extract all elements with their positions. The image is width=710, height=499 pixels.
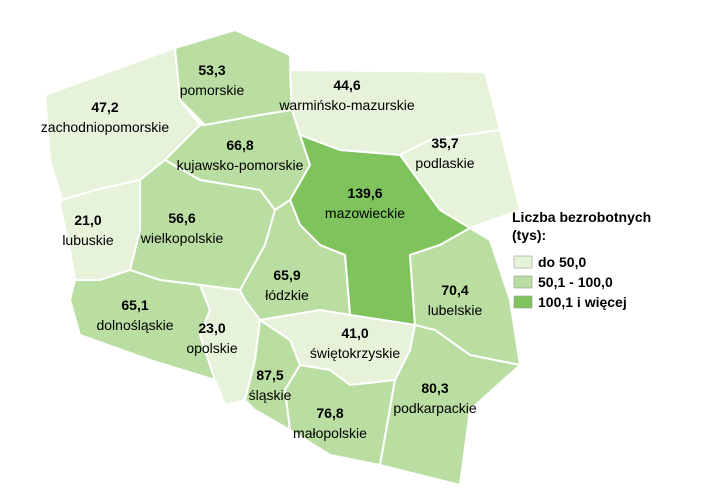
value-label: 41,0 (341, 325, 368, 341)
region-name: zachodniopomorskie (41, 119, 170, 135)
region-name: podlaskie (415, 155, 474, 171)
legend-swatch (513, 275, 533, 289)
region-name: lubuskie (62, 232, 114, 248)
region-name: lubelskie (428, 302, 483, 318)
value-label: 65,9 (273, 267, 300, 283)
legend-title-line: Liczba bezrobotnych (512, 209, 651, 225)
labels: 47,2 zachodniopomorskie 53,3 pomorskie 44,6 w… (41, 62, 483, 441)
legend-label: do 50,0 (538, 254, 586, 270)
value-label: 76,8 (316, 405, 343, 421)
value-label: 80,3 (421, 380, 448, 396)
value-label: 139,6 (347, 185, 382, 201)
value-label: 47,2 (91, 99, 118, 115)
region-name: kujawsko-pomorskie (177, 157, 304, 173)
value-label: 21,0 (74, 212, 101, 228)
region-name: śląskie (249, 387, 292, 403)
value-label: 66,8 (226, 137, 253, 153)
region-name: opolskie (186, 340, 238, 356)
region (378, 323, 523, 487)
value-label: 87,5 (256, 367, 283, 383)
region (173, 28, 294, 127)
value-label: 44,6 (333, 77, 360, 93)
region-name: wielkopolskie (140, 230, 224, 246)
legend-title: Liczba bezrobotnych (tys): (512, 209, 651, 243)
value-label: 65,1 (121, 297, 148, 313)
region-name: łódzkie (265, 287, 309, 303)
value-label: 70,4 (441, 282, 468, 298)
region-name: podkarpackie (393, 400, 476, 416)
region-name: warmińsko-mazurskie (278, 97, 415, 113)
value-label: 23,0 (198, 320, 225, 336)
legend-label: 100,1 i więcej (538, 294, 627, 310)
value-label: 56,6 (168, 210, 195, 226)
region-name: mazowieckie (325, 205, 405, 221)
regions (43, 28, 523, 487)
region-name: pomorskie (180, 82, 245, 98)
region-name: dolnośląskie (96, 317, 173, 333)
region-name: świętokrzyskie (310, 345, 400, 361)
legend: do 50,0 50,1 - 100,0 100,1 i więcej (513, 254, 627, 310)
region-name: małopolskie (293, 425, 367, 441)
legend-label: 50,1 - 100,0 (538, 274, 613, 290)
value-label: 53,3 (198, 62, 225, 78)
legend-swatch (513, 255, 533, 269)
legend-swatch (513, 295, 533, 309)
legend-title-line: (tys): (512, 227, 546, 243)
value-label: 35,7 (431, 135, 458, 151)
